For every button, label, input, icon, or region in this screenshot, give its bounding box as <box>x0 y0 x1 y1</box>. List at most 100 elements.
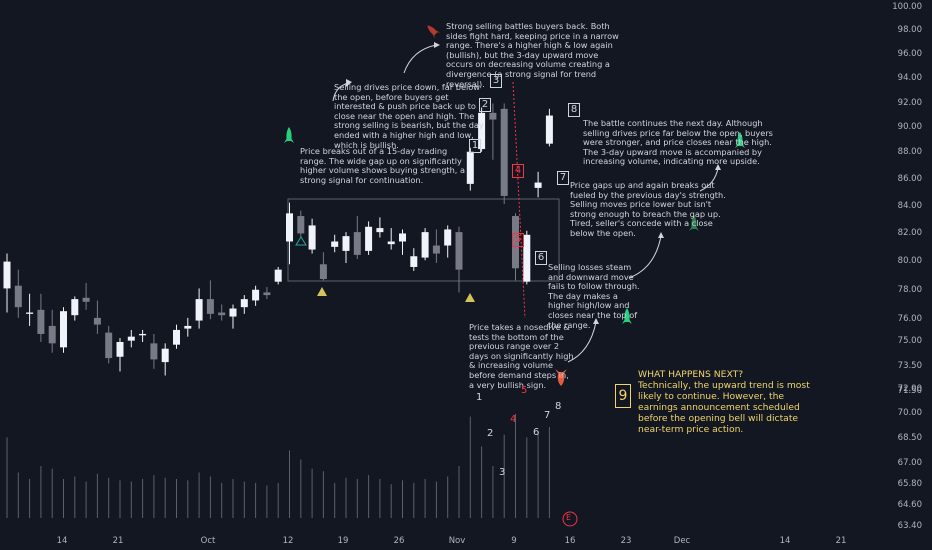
candle-body[interactable] <box>523 234 531 282</box>
y-tick-label: 78.00 <box>897 285 922 295</box>
y-tick-label: 80.00 <box>897 256 922 266</box>
candle-body[interactable] <box>353 232 361 255</box>
candle-body[interactable] <box>455 232 463 270</box>
candle-body[interactable] <box>489 112 497 120</box>
candle-body[interactable] <box>376 228 384 233</box>
candle-body[interactable] <box>82 297 90 302</box>
volume-bar <box>435 481 437 518</box>
candle-body[interactable] <box>444 229 452 246</box>
candle-body[interactable] <box>3 261 11 289</box>
arrow-head-3 <box>434 42 440 48</box>
candle-body[interactable] <box>218 312 226 316</box>
candle-body[interactable] <box>545 115 553 144</box>
candle-body[interactable] <box>534 182 542 188</box>
y-tick-label: 84.00 <box>897 201 922 211</box>
candle-body[interactable] <box>93 317 101 325</box>
candle-body[interactable] <box>26 312 34 314</box>
volume-bar <box>390 484 392 518</box>
next-body: Technically, the upward trend is most li… <box>638 380 810 435</box>
x-tick-label: 9 <box>511 536 517 546</box>
candle-body[interactable] <box>331 241 339 247</box>
candle-body[interactable] <box>14 285 22 308</box>
candle-body[interactable] <box>184 325 192 329</box>
x-tick-label: 16 <box>564 536 576 546</box>
candle-body[interactable] <box>297 216 305 234</box>
label-box-7: 7 <box>557 171 569 185</box>
volume-bar <box>447 476 449 518</box>
candle-body[interactable] <box>150 343 158 360</box>
label-box-8: 8 <box>568 103 580 117</box>
candle-body[interactable] <box>512 216 519 269</box>
volume-bar <box>379 479 381 518</box>
arrow-head-4 <box>715 164 721 170</box>
rocket-icon-green-2 <box>735 132 745 148</box>
volume-bar <box>243 481 245 518</box>
volume-bar <box>153 475 155 518</box>
candle-body[interactable] <box>421 232 429 258</box>
next-number-box: 9 <box>615 384 631 408</box>
label-box-2: 2 <box>479 98 491 112</box>
x-tick-label: 23 <box>620 536 632 546</box>
candle-body[interactable] <box>399 233 406 242</box>
y-tick-label: 98.00 <box>897 25 922 35</box>
rocket-icon-red-2 <box>555 369 567 386</box>
candle-body[interactable] <box>173 329 180 345</box>
volume-label-5: 5 <box>521 385 528 396</box>
candle-body[interactable] <box>342 236 350 251</box>
x-tick-label: 14 <box>779 536 791 546</box>
y-tick-label: 75.00 <box>897 336 922 346</box>
candle-body[interactable] <box>274 269 282 282</box>
candle-body[interactable] <box>308 225 316 250</box>
candle-body[interactable] <box>319 264 327 280</box>
candle-body[interactable] <box>240 299 248 308</box>
candle-body[interactable] <box>71 299 79 316</box>
candle-body[interactable] <box>127 336 135 341</box>
y-tick-label: 94.00 <box>897 73 922 83</box>
label-box-4: 4 <box>512 164 524 178</box>
candle-body[interactable] <box>229 308 237 317</box>
candle-body[interactable] <box>48 325 56 344</box>
nosedive-arrow <box>512 81 526 319</box>
candle-body[interactable] <box>116 342 124 357</box>
candle-body[interactable] <box>432 245 440 254</box>
volume-bar <box>130 481 132 518</box>
candle-body[interactable] <box>466 151 474 184</box>
candle-body[interactable] <box>195 299 203 321</box>
volume-bar <box>40 466 42 518</box>
candle-body[interactable] <box>37 309 45 334</box>
volume-bar <box>368 475 370 518</box>
candle-body[interactable] <box>365 226 373 251</box>
candle-body[interactable] <box>139 333 147 336</box>
earnings-marker[interactable] <box>562 511 578 527</box>
candle-body[interactable] <box>206 299 214 314</box>
candle-body[interactable] <box>252 289 260 301</box>
volume-bar <box>142 479 144 518</box>
volume-bar <box>311 468 313 518</box>
x-tick-label: Dec <box>673 536 691 546</box>
volume-bar <box>51 468 53 518</box>
y-tick-label: 72.00 <box>897 384 922 394</box>
range-marker-triangle-left <box>317 287 327 296</box>
candle-body[interactable] <box>161 348 169 363</box>
volume-bar <box>424 479 426 518</box>
candle-body[interactable] <box>410 256 418 267</box>
volume-bar <box>63 479 64 518</box>
candle-body[interactable] <box>500 108 508 196</box>
candle-body[interactable] <box>263 292 271 296</box>
y-tick-label: 65.80 <box>897 479 922 489</box>
candle-body[interactable] <box>478 112 486 150</box>
x-tick-label: 21 <box>112 536 124 546</box>
candle-body[interactable] <box>387 241 395 245</box>
candle-body[interactable] <box>286 213 293 242</box>
pointer-arrow-2 <box>332 82 349 102</box>
candle-body[interactable] <box>60 311 67 348</box>
candle-body[interactable] <box>105 332 113 359</box>
volume-bar <box>29 479 31 518</box>
x-tick-label: Oct <box>200 536 216 546</box>
annotation-selling-losses: Selling losses steam and downward move f… <box>548 262 640 330</box>
volume-bar <box>232 479 234 518</box>
volume-bar <box>108 477 110 518</box>
volume-bar <box>469 416 471 518</box>
volume-bar <box>164 477 166 518</box>
